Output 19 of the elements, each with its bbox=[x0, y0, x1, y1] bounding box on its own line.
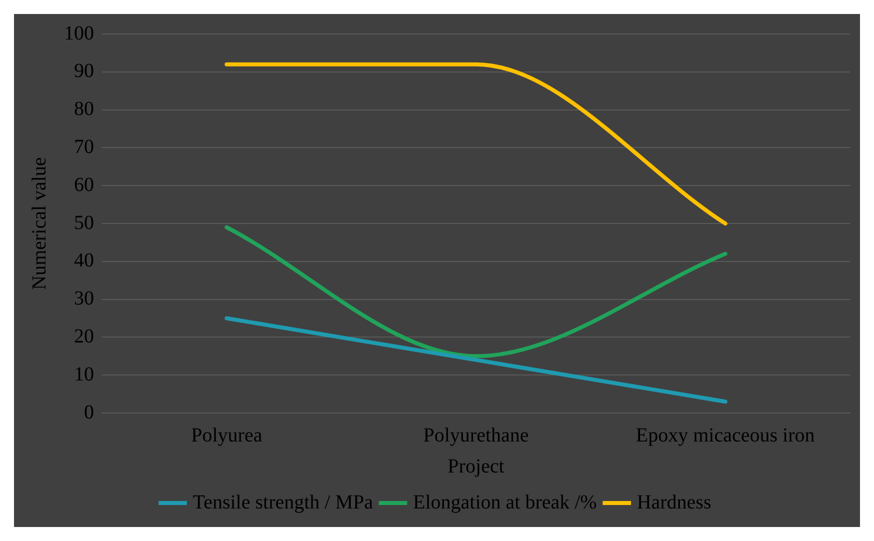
y-tick-label: 10 bbox=[74, 363, 94, 386]
y-tick-label: 20 bbox=[74, 325, 94, 348]
y-tick-label: 0 bbox=[84, 401, 94, 424]
y-tick-label: 60 bbox=[74, 174, 94, 196]
y-axis-title: Numerical value bbox=[28, 157, 50, 290]
y-tick-label: 30 bbox=[74, 288, 94, 310]
x-axis-title: Project bbox=[448, 455, 505, 478]
y-tick-label: 100 bbox=[64, 22, 94, 44]
legend-label: Elongation at break /% bbox=[412, 491, 597, 514]
x-tick-label: Polyurethane bbox=[423, 424, 529, 446]
y-tick-label: 40 bbox=[74, 250, 94, 272]
legend-label: Tensile strength / MPa bbox=[192, 491, 374, 514]
x-tick-label: Polyurea bbox=[191, 424, 262, 446]
y-tick-label: 90 bbox=[74, 60, 94, 82]
y-tick-label: 50 bbox=[74, 212, 94, 234]
x-tick-label: Epoxy micaceous iron bbox=[636, 424, 815, 446]
y-tick-label: 70 bbox=[74, 136, 94, 158]
y-tick-label: 80 bbox=[74, 98, 94, 120]
legend-label: Hardness bbox=[636, 491, 712, 514]
